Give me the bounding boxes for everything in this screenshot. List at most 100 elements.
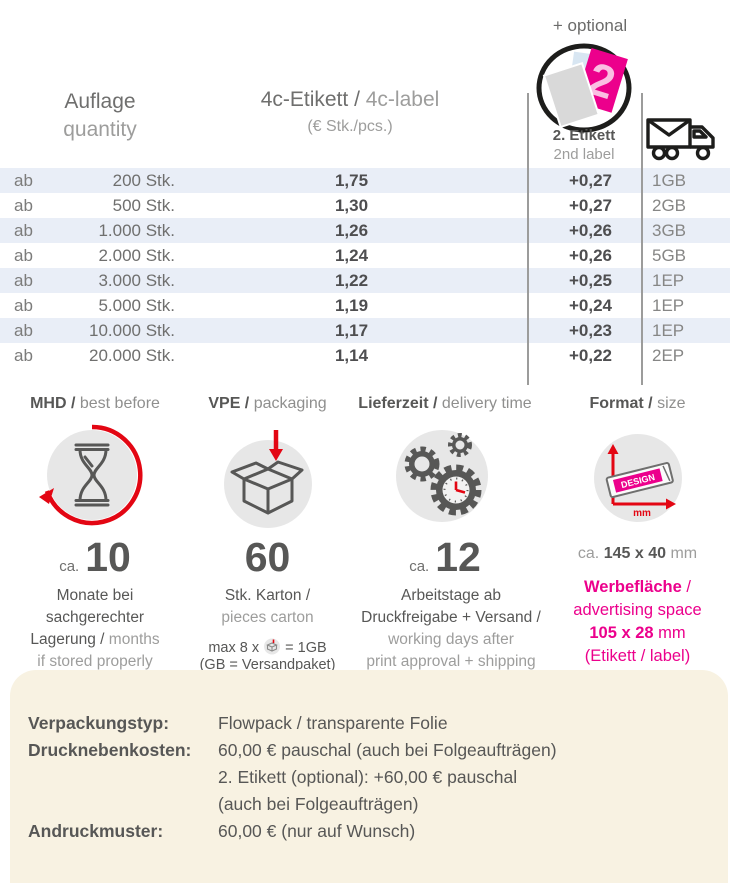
column-header-quantity: Auflage quantity bbox=[20, 88, 180, 144]
row-shipping: 3GB bbox=[652, 220, 687, 240]
table-row: ab 500 Stk. 1,30 +0,27 2GB bbox=[0, 193, 730, 218]
mhd-value: 10 bbox=[85, 534, 131, 580]
vpe-note-line2: (GB = Versandpaket) bbox=[199, 657, 336, 673]
row-second-label-price: +0,27 bbox=[568, 170, 612, 190]
footer-label: Drucknebenkosten: bbox=[28, 740, 192, 760]
delivery-desc-en: working days after print approval + ship… bbox=[366, 631, 536, 670]
table-row: ab 3.000 Stk. 1,22 +0,25 1EP bbox=[0, 268, 730, 293]
row-prefix: ab bbox=[14, 295, 33, 315]
mhd-title-en: best before bbox=[79, 395, 160, 412]
mhd-desc-de: Monate bei sachgerechter Lagerung / bbox=[30, 587, 145, 648]
second-label-en: 2nd label bbox=[553, 146, 615, 163]
row-quantity: 2.000 Stk. bbox=[98, 245, 175, 265]
column-header-price: 4c-Etikett / 4c-label (€ Stk./pcs.) bbox=[190, 88, 510, 136]
ad-size: 105 x 28 bbox=[589, 624, 654, 642]
hourglass-icon bbox=[0, 421, 190, 537]
second-label-icon: 2 bbox=[534, 42, 634, 139]
footer-value-line: (auch bei Folgeaufträgen) bbox=[218, 794, 419, 814]
vpe-desc-de: Stk. Karton / bbox=[224, 587, 311, 604]
mhd-desc-en: months if stored properly bbox=[37, 631, 160, 670]
footer-panel: Verpackungstyp: Flowpack / transparente … bbox=[10, 670, 728, 883]
footer-row: Drucknebenkosten: 60,00 € pauschal (auch… bbox=[28, 737, 728, 818]
table-row: ab 20.000 Stk. 1,14 +0,22 2EP bbox=[0, 343, 730, 368]
quantity-label-de: Auflage bbox=[64, 90, 136, 113]
row-prefix: ab bbox=[14, 220, 33, 240]
info-format: Format / size mm DESIGN bbox=[545, 395, 730, 674]
vpe-note-post: = 1GB bbox=[285, 640, 327, 656]
vpe-title-en: packaging bbox=[253, 395, 327, 412]
row-price: 1,24 bbox=[334, 245, 369, 265]
column-header-second-label: 2. Etikett 2nd label bbox=[534, 126, 634, 164]
table-row: ab 200 Stk. 1,75 +0,27 1GB bbox=[0, 168, 730, 193]
format-size-value: 145 x 40 bbox=[603, 545, 666, 562]
footer-row: Andruckmuster: 60,00 € (nur auf Wunsch) bbox=[28, 818, 728, 845]
delivery-value: 12 bbox=[435, 534, 481, 580]
vpe-title-de: VPE / bbox=[208, 395, 250, 412]
row-shipping: 2EP bbox=[652, 345, 685, 365]
footer-value-line: Flowpack / transparente Folie bbox=[218, 713, 448, 733]
row-shipping: 1EP bbox=[652, 270, 685, 290]
info-mhd: MHD / best before ca. 10 Monate bei s bbox=[0, 395, 190, 674]
row-prefix: ab bbox=[14, 345, 33, 365]
ad-title-sep: / bbox=[681, 578, 691, 596]
footer-value-line: 60,00 € pauschal (auch bei Folgeaufträge… bbox=[218, 740, 557, 760]
row-prefix: ab bbox=[14, 270, 33, 290]
format-size-prefix: ca. bbox=[577, 545, 600, 562]
format-title-de: Format / bbox=[589, 395, 653, 412]
row-price: 1,17 bbox=[334, 320, 369, 340]
row-price: 1,26 bbox=[334, 220, 369, 240]
row-prefix: ab bbox=[14, 245, 33, 265]
footer-value-line: 60,00 € (nur auf Wunsch) bbox=[218, 821, 416, 841]
row-second-label-price: +0,22 bbox=[568, 345, 612, 365]
row-quantity: 200 Stk. bbox=[112, 170, 175, 190]
footer-label: Andruckmuster: bbox=[28, 821, 164, 841]
shipping-truck-icon bbox=[646, 114, 724, 169]
ad-title-en: advertising space bbox=[573, 601, 702, 619]
row-second-label-price: +0,23 bbox=[568, 320, 612, 340]
row-quantity: 3.000 Stk. bbox=[98, 270, 175, 290]
row-second-label-price: +0,26 bbox=[568, 245, 612, 265]
row-quantity: 10.000 Stk. bbox=[88, 320, 175, 340]
row-shipping: 5GB bbox=[652, 245, 687, 265]
row-second-label-price: +0,27 bbox=[568, 195, 612, 215]
size-axes-icon: mm DESIGN bbox=[545, 421, 730, 537]
quantity-label-en: quantity bbox=[63, 118, 137, 141]
price-label-de: 4c-Etikett / bbox=[260, 88, 360, 111]
price-unit: (€ Stk./pcs.) bbox=[307, 118, 393, 135]
carton-icon bbox=[190, 421, 345, 537]
row-prefix: ab bbox=[14, 320, 33, 340]
row-second-label-price: +0,25 bbox=[568, 270, 612, 290]
row-price: 1,19 bbox=[334, 295, 369, 315]
row-quantity: 500 Stk. bbox=[112, 195, 175, 215]
row-price: 1,75 bbox=[334, 170, 369, 190]
table-row: ab 1.000 Stk. 1,26 +0,26 3GB bbox=[0, 218, 730, 243]
mhd-approx: ca. bbox=[59, 558, 80, 575]
vpe-note-pre: max 8 x bbox=[208, 640, 260, 656]
row-quantity: 1.000 Stk. bbox=[98, 220, 175, 240]
table-row: ab 5.000 Stk. 1,19 +0,24 1EP bbox=[0, 293, 730, 318]
row-shipping: 1GB bbox=[652, 170, 687, 190]
row-prefix: ab bbox=[14, 170, 33, 190]
row-price: 1,14 bbox=[334, 345, 369, 365]
format-title-en: size bbox=[657, 395, 686, 412]
delivery-approx: ca. bbox=[409, 558, 430, 575]
optional-label: + optional bbox=[552, 16, 628, 35]
second-label-de: 2. Etikett bbox=[552, 127, 616, 144]
row-shipping: 1EP bbox=[652, 320, 685, 340]
mini-carton-icon bbox=[264, 638, 281, 655]
column-divider bbox=[527, 93, 529, 385]
gears-clock-icon bbox=[345, 421, 545, 537]
price-label-en: 4c-label bbox=[365, 88, 440, 111]
delivery-desc-de: Arbeitstage ab Druckfreigabe + Versand / bbox=[361, 587, 541, 626]
row-second-label-price: +0,24 bbox=[568, 295, 612, 315]
row-price: 1,30 bbox=[334, 195, 369, 215]
mhd-title-de: MHD / bbox=[30, 395, 76, 412]
row-second-label-price: +0,26 bbox=[568, 220, 612, 240]
vpe-value: 60 bbox=[244, 534, 291, 580]
column-divider bbox=[641, 93, 643, 385]
row-quantity: 5.000 Stk. bbox=[98, 295, 175, 315]
footer-value-line: 2. Etikett (optional): +60,00 € pauschal bbox=[218, 767, 518, 787]
row-shipping: 2GB bbox=[652, 195, 687, 215]
format-size-unit: mm bbox=[670, 545, 698, 562]
